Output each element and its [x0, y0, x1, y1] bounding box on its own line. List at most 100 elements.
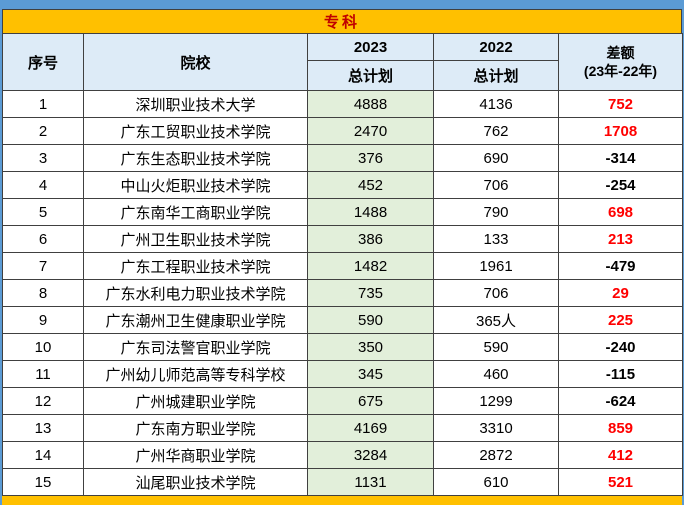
- cell-no: 1: [2, 90, 84, 118]
- cell-school: 广州幼儿师范高等专科学校: [83, 360, 308, 388]
- table-row: 2 广东工贸职业技术学院 2470 762 1708: [2, 117, 683, 145]
- cell-school: 广东生态职业技术学院: [83, 144, 308, 172]
- cell-plan-2023: 4169: [307, 414, 434, 442]
- table-row: 4 中山火炬职业技术学院 452 706 -254: [2, 171, 683, 199]
- col-subheader-2023-total-plan: 总计划: [307, 60, 434, 91]
- table-header: 序号 院校 2023 2022 差额 (23年-22年) 总计划 总计划: [2, 33, 683, 91]
- cell-school: 广东工程职业技术学院: [83, 252, 308, 280]
- cell-plan-2023: 1488: [307, 198, 434, 226]
- cell-plan-2023: 350: [307, 333, 434, 361]
- cell-plan-2023: 1131: [307, 468, 434, 496]
- cell-plan-2023: 386: [307, 225, 434, 253]
- cell-diff: -624: [558, 387, 683, 415]
- cell-no: 4: [2, 171, 84, 199]
- cell-school: 广州华商职业学院: [83, 441, 308, 469]
- cell-diff: -115: [558, 360, 683, 388]
- bottom-yellow-bar: [2, 496, 682, 505]
- cell-plan-2022: 762: [433, 117, 559, 145]
- col-header-school: 院校: [83, 33, 308, 91]
- cell-plan-2023: 2470: [307, 117, 434, 145]
- cell-school: 深圳职业技术大学: [83, 90, 308, 118]
- cell-no: 14: [2, 441, 84, 469]
- header-row-1: 序号 院校 2023 2022 差额 (23年-22年): [2, 33, 683, 91]
- cell-plan-2023: 3284: [307, 441, 434, 469]
- cell-no: 13: [2, 414, 84, 442]
- cell-diff: -479: [558, 252, 683, 280]
- table-row: 12 广州城建职业学院 675 1299 -624: [2, 387, 683, 415]
- cell-school: 汕尾职业技术学院: [83, 468, 308, 496]
- cell-plan-2022: 4136: [433, 90, 559, 118]
- table-row: 6 广州卫生职业技术学院 386 133 213: [2, 225, 683, 253]
- col-header-2022: 2022: [433, 33, 559, 61]
- cell-school: 广州城建职业学院: [83, 387, 308, 415]
- cell-plan-2022: 790: [433, 198, 559, 226]
- cell-no: 12: [2, 387, 84, 415]
- cell-plan-2022: 133: [433, 225, 559, 253]
- cell-no: 5: [2, 198, 84, 226]
- diff-header-line1: 差额: [606, 44, 635, 61]
- cell-plan-2023: 675: [307, 387, 434, 415]
- header-row-2: 总计划 总计划: [3, 60, 683, 91]
- cell-school: 广东司法警官职业学院: [83, 333, 308, 361]
- cell-no: 3: [2, 144, 84, 172]
- cell-plan-2022: 365人: [433, 306, 559, 334]
- cell-plan-2023: 376: [307, 144, 434, 172]
- cell-no: 15: [2, 468, 84, 496]
- cell-no: 10: [2, 333, 84, 361]
- cell-school: 广东南方职业学院: [83, 414, 308, 442]
- col-header-no: 序号: [2, 33, 84, 91]
- cell-no: 8: [2, 279, 84, 307]
- table-row: 7 广东工程职业技术学院 1482 1961 -479: [2, 252, 683, 280]
- table-row: 15 汕尾职业技术学院 1131 610 521: [2, 468, 683, 496]
- cell-plan-2023: 735: [307, 279, 434, 307]
- cell-diff: 1708: [558, 117, 683, 145]
- table-row: 10 广东司法警官职业学院 350 590 -240: [2, 333, 683, 361]
- table-row: 9 广东潮州卫生健康职业学院 590 365人 225: [2, 306, 683, 334]
- cell-diff: 225: [558, 306, 683, 334]
- cell-school: 广东南华工商职业学院: [83, 198, 308, 226]
- col-subheader-2022-total-plan: 总计划: [433, 60, 559, 91]
- cell-diff: 412: [558, 441, 683, 469]
- col-header-2023: 2023: [307, 33, 434, 61]
- cell-plan-2022: 690: [433, 144, 559, 172]
- diff-header-line2: (23年-22年): [583, 63, 658, 79]
- table-body: 1 深圳职业技术大学 4888 4136 752 2 广东工贸职业技术学院 24…: [2, 90, 683, 496]
- cell-no: 11: [2, 360, 84, 388]
- table-row: 3 广东生态职业技术学院 376 690 -314: [2, 144, 683, 172]
- table-title-bar: 专科: [2, 9, 682, 33]
- cell-plan-2022: 3310: [433, 414, 559, 442]
- cell-diff: 29: [558, 279, 683, 307]
- cell-diff: 521: [558, 468, 683, 496]
- cell-plan-2023: 1482: [307, 252, 434, 280]
- cell-plan-2022: 706: [433, 171, 559, 199]
- col-header-diff: 差额 (23年-22年): [558, 33, 683, 91]
- cell-plan-2023: 4888: [307, 90, 434, 118]
- cell-plan-2022: 460: [433, 360, 559, 388]
- cell-no: 6: [2, 225, 84, 253]
- table-title: 专科: [323, 14, 360, 31]
- cell-plan-2022: 1961: [433, 252, 559, 280]
- table-row: 13 广东南方职业学院 4169 3310 859: [2, 414, 683, 442]
- table-row: 11 广州幼儿师范高等专科学校 345 460 -115: [2, 360, 683, 388]
- cell-school: 广东工贸职业技术学院: [83, 117, 308, 145]
- cell-no: 7: [2, 252, 84, 280]
- cell-diff: 859: [558, 414, 683, 442]
- cell-diff: 698: [558, 198, 683, 226]
- cell-diff: 752: [558, 90, 683, 118]
- table-row: 1 深圳职业技术大学 4888 4136 752: [2, 90, 683, 118]
- cell-school: 广州卫生职业技术学院: [83, 225, 308, 253]
- cell-plan-2022: 1299: [433, 387, 559, 415]
- cell-diff: -240: [558, 333, 683, 361]
- table-row: 5 广东南华工商职业学院 1488 790 698: [2, 198, 683, 226]
- cell-diff: -314: [558, 144, 683, 172]
- cell-school: 广东潮州卫生健康职业学院: [83, 306, 308, 334]
- cell-diff: -254: [558, 171, 683, 199]
- table-row: 14 广州华商职业学院 3284 2872 412: [2, 441, 683, 469]
- cell-plan-2023: 452: [307, 171, 434, 199]
- cell-plan-2022: 610: [433, 468, 559, 496]
- cell-plan-2023: 590: [307, 306, 434, 334]
- cell-school: 中山火炬职业技术学院: [83, 171, 308, 199]
- cell-no: 2: [2, 117, 84, 145]
- cell-plan-2022: 2872: [433, 441, 559, 469]
